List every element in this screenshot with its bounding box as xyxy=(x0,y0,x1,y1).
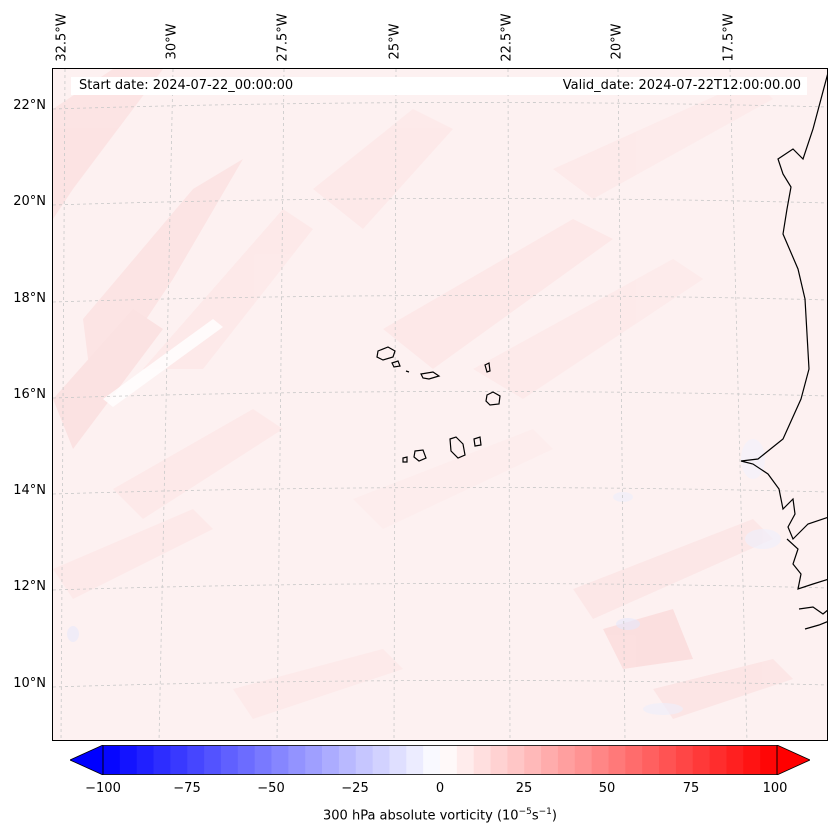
colorbar-cell xyxy=(608,745,626,775)
colorbar-cell xyxy=(692,745,711,775)
colorbar-cell xyxy=(760,745,778,775)
lat-label-16n: 16°N xyxy=(13,387,46,402)
africa-coastline xyxy=(740,74,827,541)
colorbar-cell xyxy=(490,745,508,775)
lon-label-22-5w: 22.5°W xyxy=(499,13,515,62)
lon-label-25w: 25°W xyxy=(387,23,403,60)
colorbar-cell xyxy=(625,745,643,775)
colorbar-cell xyxy=(153,745,171,775)
lon-label-30w: 30°W xyxy=(164,23,180,60)
colorbar-cell xyxy=(389,745,407,775)
colorbar-tick-label: 75 xyxy=(682,781,700,796)
colorbar-cell xyxy=(103,745,121,775)
lon-label-20w: 20°W xyxy=(609,23,625,60)
colorbar-cell xyxy=(659,745,677,775)
colorbar-cell xyxy=(541,745,559,775)
colorbar-cell xyxy=(473,745,492,775)
start-date-text: Start date: 2024-07-22_00:00:00 xyxy=(79,78,294,93)
colorbar-tick-label: −100 xyxy=(85,781,121,796)
colorbar xyxy=(69,744,811,779)
colorbar-tick-label: −75 xyxy=(173,781,201,796)
colorbar-cell xyxy=(355,745,374,775)
colorbar-cell xyxy=(322,745,340,775)
lat-label-12n: 12°N xyxy=(13,579,46,594)
colorbar-cell xyxy=(119,745,138,775)
colorbar-cell xyxy=(338,745,357,775)
colorbar-tick-label: 0 xyxy=(435,781,445,796)
colorbar-cell xyxy=(675,745,694,775)
colorbar-tick-label: 100 xyxy=(762,781,788,796)
colorbar-cell xyxy=(305,745,323,775)
date-info-bar: Start date: 2024-07-22_00:00:00 Valid_da… xyxy=(71,77,807,95)
lon-label-32-5w: 32.5°W xyxy=(54,13,70,62)
colorbar-cell xyxy=(524,745,542,775)
colorbar-cell xyxy=(709,745,727,775)
colorbar-tick-label: 25 xyxy=(515,781,533,796)
map-panel[interactable] xyxy=(52,68,828,741)
colorbar-cell xyxy=(288,745,306,775)
colorbar-cell xyxy=(642,745,660,775)
colorbar-graphic xyxy=(69,744,811,779)
colorbar-cell xyxy=(170,745,188,775)
colorbar-cell xyxy=(271,745,289,775)
colorbar-tick-label: 50 xyxy=(598,781,616,796)
lon-label-27-5w: 27.5°W xyxy=(275,13,291,62)
lat-label-20n: 20°N xyxy=(13,194,46,209)
colorbar-label: 300 hPa absolute vorticity (10−5s−1) xyxy=(323,807,557,824)
graticule xyxy=(53,69,827,740)
colorbar-cell xyxy=(574,745,593,775)
lat-label-10n: 10°N xyxy=(13,676,46,691)
colorbar-cell xyxy=(237,745,256,775)
cape-verde-islands xyxy=(376,346,501,463)
colorbar-cell xyxy=(440,745,458,775)
colorbar-cell xyxy=(406,745,424,775)
colorbar-cell xyxy=(507,745,525,775)
colorbar-cell xyxy=(372,745,390,775)
colorbar-cell xyxy=(726,745,744,775)
lon-label-17-5w: 17.5°W xyxy=(721,13,737,62)
colorbar-tick-label: −25 xyxy=(341,781,369,796)
vorticity-field xyxy=(53,69,827,740)
colorbar-cell xyxy=(254,745,272,775)
colorbar-cell xyxy=(743,745,761,775)
lat-label-14n: 14°N xyxy=(13,483,46,498)
colorbar-cell xyxy=(187,745,205,775)
lat-label-18n: 18°N xyxy=(13,291,46,306)
lat-label-22n: 22°N xyxy=(13,98,46,113)
colorbar-cell xyxy=(456,745,475,775)
colorbar-cell xyxy=(423,745,441,775)
colorbar-tick-label: −50 xyxy=(257,781,285,796)
colorbar-cell xyxy=(220,745,239,775)
valid-date-text: Valid_date: 2024-07-22T12:00:00.00 xyxy=(562,78,801,93)
colorbar-cell xyxy=(591,745,609,775)
colorbar-cell xyxy=(204,745,222,775)
colorbar-cell xyxy=(557,745,576,775)
colorbar-cell xyxy=(136,745,155,775)
